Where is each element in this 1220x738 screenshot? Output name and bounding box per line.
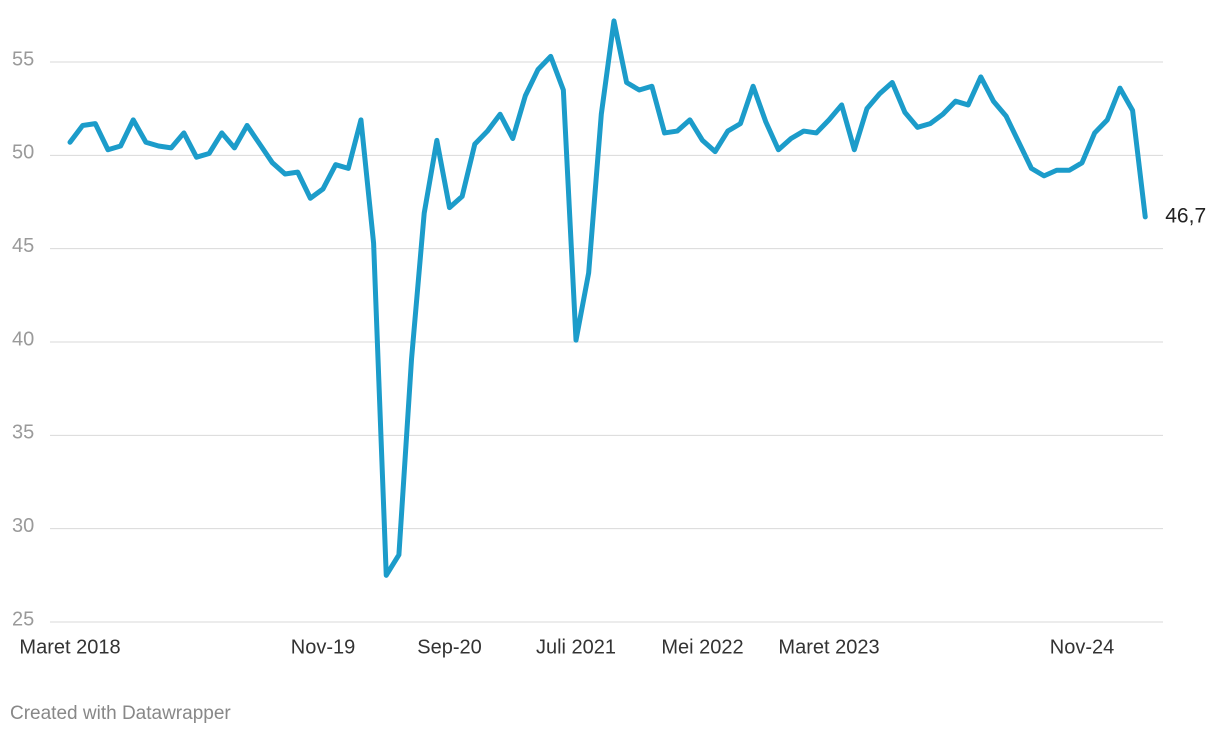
y-tick-label: 30 [12, 515, 34, 537]
x-tick-label: Juli 2021 [536, 636, 616, 658]
x-tick-label: Maret 2023 [778, 636, 879, 658]
y-tick-label: 45 [12, 235, 34, 257]
y-tick-label: 55 [12, 48, 34, 70]
x-tick-label: Nov-24 [1050, 636, 1114, 658]
x-tick-label: Maret 2018 [19, 636, 120, 658]
y-tick-label: 35 [12, 422, 34, 444]
x-tick-label: Mei 2022 [661, 636, 743, 658]
y-tick-label: 40 [12, 328, 34, 350]
x-tick-label: Nov-19 [291, 636, 355, 658]
y-tick-label: 50 [12, 142, 34, 164]
y-tick-label: 25 [12, 608, 34, 630]
credit: Created with Datawrapper [10, 703, 231, 724]
line [67, 18, 1148, 578]
x-tick-label: Sep-20 [417, 636, 482, 658]
value-label: 46,7 [1165, 204, 1206, 227]
